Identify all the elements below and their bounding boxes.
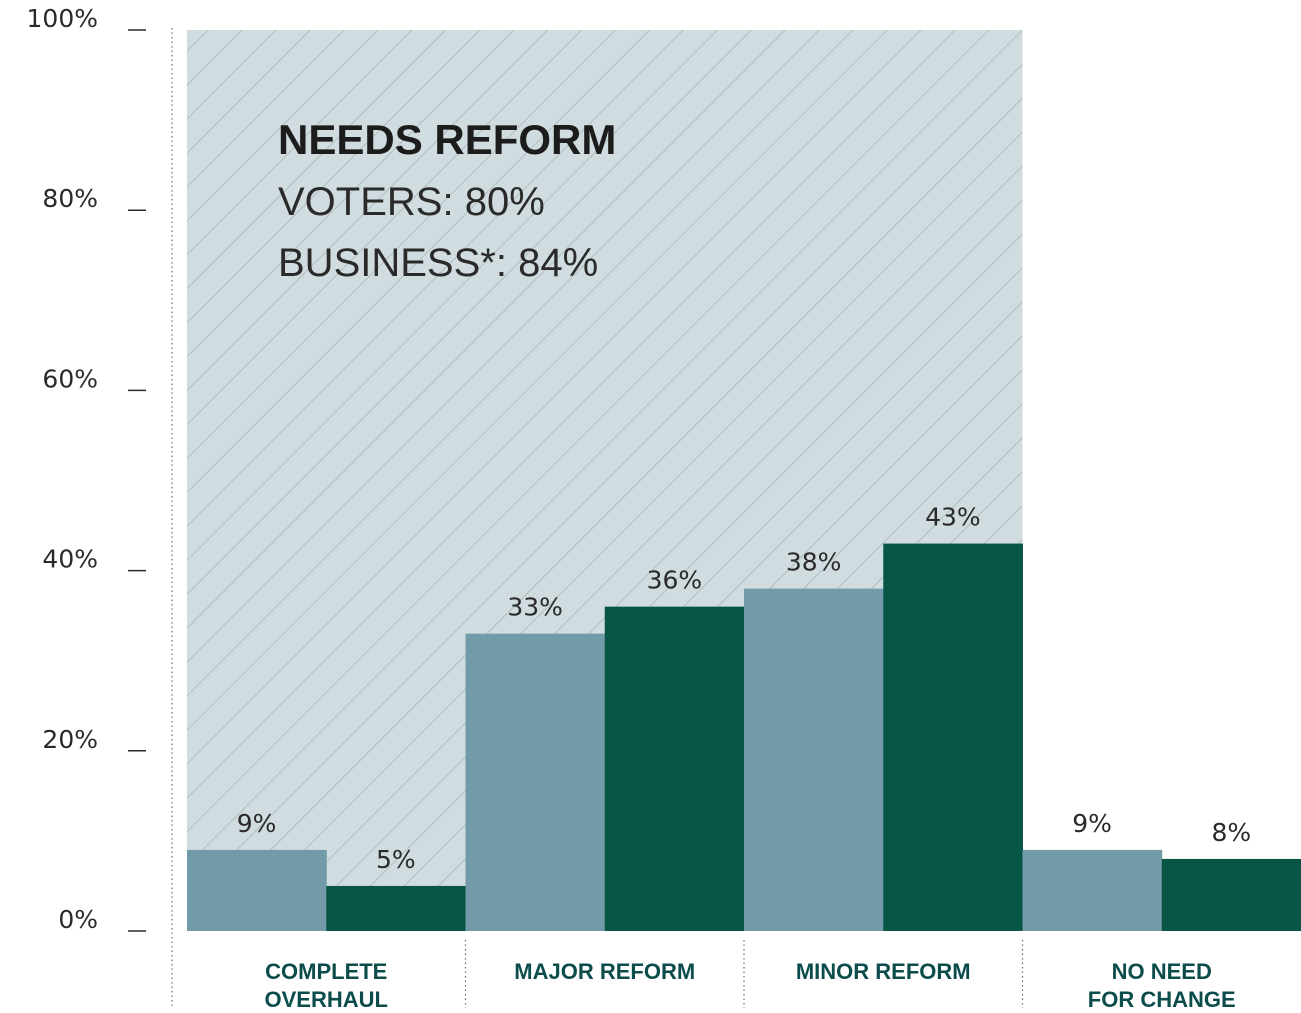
y-tick-label: 0% xyxy=(58,905,98,934)
bar-value-label: 9% xyxy=(1072,809,1112,838)
bar xyxy=(1161,858,1301,931)
bar-value-label: 33% xyxy=(507,593,563,622)
y-tick-label: 60% xyxy=(42,364,98,393)
bar-value-label: 43% xyxy=(925,503,981,532)
bar xyxy=(1022,849,1163,931)
needs-reform-annotation: NEEDS REFORM VOTERS: 80% BUSINESS*: 84% xyxy=(278,116,616,285)
bar xyxy=(744,588,884,931)
bar-value-label: 5% xyxy=(376,845,416,874)
category-labels: COMPLETE OVERHAUL MAJOR REFORM MINOR REFORM… xyxy=(265,940,1236,1012)
y-tick-label: 40% xyxy=(42,545,98,574)
category-label: COMPLETE xyxy=(265,959,387,984)
category-label: OVERHAUL xyxy=(265,987,388,1012)
category-label: MINOR REFORM xyxy=(796,959,971,984)
category-label: MAJOR REFORM xyxy=(514,959,695,984)
bars: 9% 5% 33% 36% 38% 43% 9% 8% xyxy=(187,503,1301,931)
bar xyxy=(883,543,1023,931)
bar xyxy=(326,885,466,931)
bar xyxy=(187,849,327,931)
bar-value-label: 9% xyxy=(237,809,277,838)
needs-reform-region xyxy=(187,30,1023,931)
y-tick-label: 20% xyxy=(42,725,98,754)
category-label: FOR CHANGE xyxy=(1088,987,1236,1012)
y-axis: 0% 20% 40% 60% 80% 100% xyxy=(27,4,173,1008)
bar-value-label: 8% xyxy=(1212,818,1252,847)
annotation-business: BUSINESS*: 84% xyxy=(278,241,598,285)
bar-value-label: 36% xyxy=(647,566,703,595)
category-label: NO NEED xyxy=(1112,959,1212,984)
annotation-voters: VOTERS: 80% xyxy=(278,180,545,224)
annotation-title: NEEDS REFORM xyxy=(278,116,616,163)
bar-value-label: 38% xyxy=(786,548,842,577)
bar xyxy=(604,606,745,931)
bar xyxy=(465,633,606,931)
y-tick-label: 100% xyxy=(27,4,98,33)
y-tick-label: 80% xyxy=(42,184,98,213)
